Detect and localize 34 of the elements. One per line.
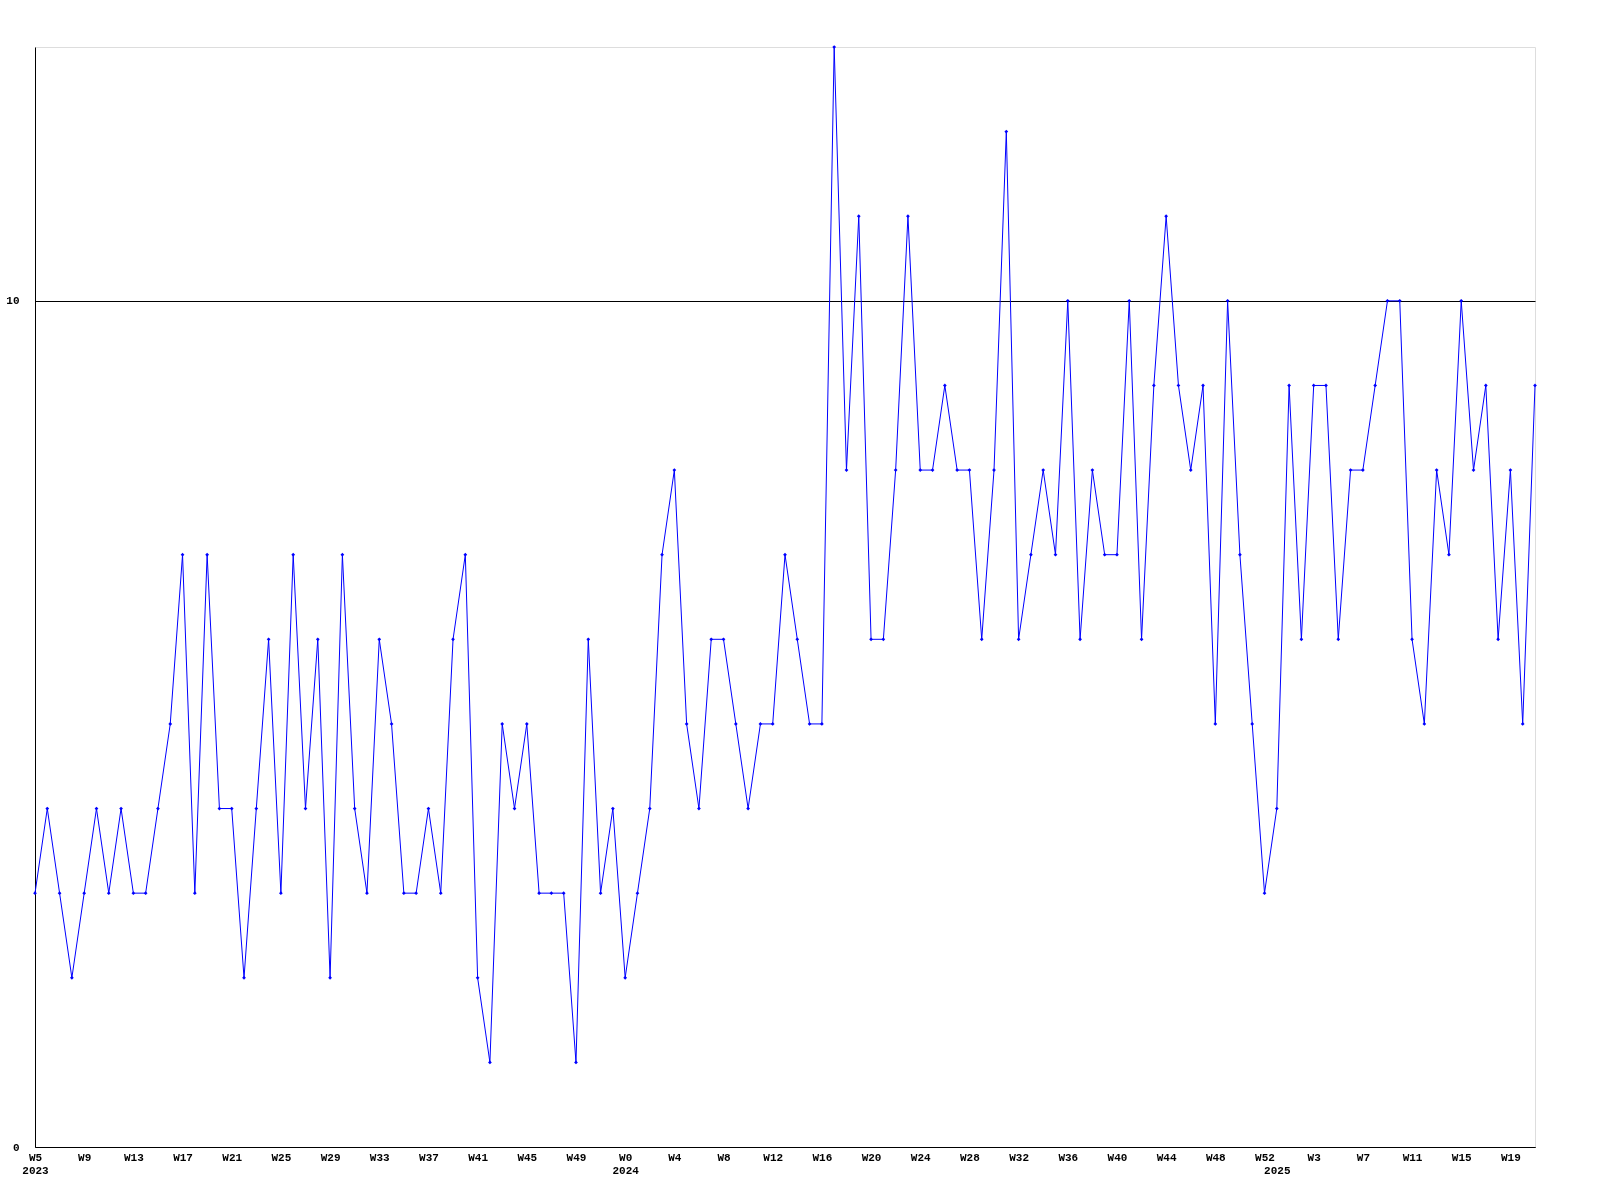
x-tick-label: W16	[812, 1151, 833, 1164]
x-tick-label: W4	[668, 1151, 682, 1164]
x-tick-label: W11	[1402, 1151, 1423, 1164]
x-tick-label: 2025	[1264, 1164, 1291, 1177]
x-tick-label: W37	[419, 1151, 439, 1164]
x-tick-label: W3	[1307, 1151, 1322, 1164]
x-tick-label: W36	[1058, 1151, 1079, 1164]
x-tick-label: W52	[1255, 1151, 1275, 1164]
x-tick-label: W32	[1009, 1151, 1030, 1164]
x-tick-label: W7	[1356, 1151, 1370, 1164]
x-tick-label: W15	[1451, 1151, 1473, 1164]
x-tick-label: W49	[566, 1151, 587, 1164]
x-tick-label: W48	[1205, 1151, 1227, 1164]
x-tick-label: W33	[369, 1151, 391, 1164]
x-tick-label: W17	[173, 1151, 193, 1164]
x-tick-label: W9	[78, 1151, 92, 1164]
y-tick-label: 0	[12, 1141, 20, 1154]
x-tick-label: W29	[320, 1151, 341, 1164]
x-tick-label: W5 2023	[22, 1151, 50, 1177]
x-tick-label: W44	[1156, 1151, 1177, 1164]
x-tick-label: W19	[1501, 1151, 1521, 1164]
x-tick-label: W28	[960, 1151, 981, 1164]
x-tick-label: W12	[763, 1151, 784, 1164]
x-tick-label: W13	[123, 1151, 145, 1164]
x-tick-label: W41	[468, 1151, 489, 1164]
x-tick-label: W45	[517, 1151, 538, 1164]
x-tick-label: W25	[271, 1151, 292, 1164]
x-tick-label: W24	[910, 1151, 932, 1164]
y-tick-label: 10	[6, 295, 20, 308]
x-tick-label: W21	[222, 1151, 243, 1164]
x-tick-label: W8	[717, 1151, 732, 1164]
x-tick-label: W40	[1107, 1151, 1128, 1164]
x-tick-label: W0 2024	[612, 1151, 640, 1177]
x-tick-label: W20	[861, 1151, 882, 1164]
